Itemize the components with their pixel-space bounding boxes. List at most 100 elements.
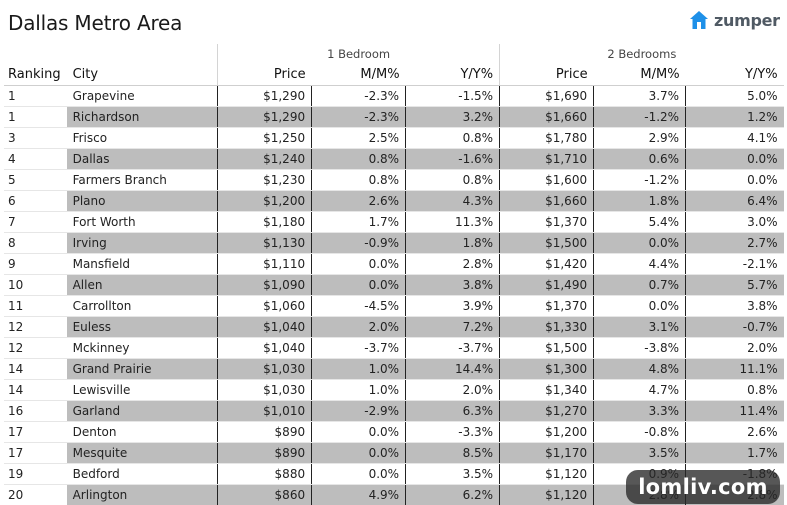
cell-price-2br: $1,330 bbox=[499, 316, 594, 338]
cell-mm-2br: 4.4% bbox=[593, 253, 686, 275]
col-yy-2br[interactable]: Y/Y% bbox=[685, 65, 784, 86]
col-mm-2br[interactable]: M/M% bbox=[593, 65, 686, 86]
table-row[interactable]: 11 Carrollton $1,060 -4.5% 3.9% $1,370 0.0% 3.8… bbox=[4, 295, 784, 317]
cell-ranking: 10 bbox=[4, 274, 67, 296]
cell-yy-2br: 1.7% bbox=[685, 442, 784, 464]
header-spacer bbox=[67, 44, 218, 65]
table-row[interactable]: 9 Mansfield $1,110 0.0% 2.8% $1,420 4.4% -2.1% bbox=[4, 253, 784, 275]
cell-price-1br: $860 bbox=[217, 484, 312, 505]
cell-yy-2br: 11.4% bbox=[685, 400, 784, 422]
cell-mm-1br: 4.9% bbox=[311, 484, 406, 505]
cell-price-2br: $1,300 bbox=[499, 358, 594, 380]
cell-yy-2br: 2.7% bbox=[685, 232, 784, 254]
cell-price-1br: $890 bbox=[217, 421, 312, 443]
cell-price-2br: $1,500 bbox=[499, 232, 594, 254]
cell-price-2br: $1,660 bbox=[499, 106, 594, 128]
cell-mm-1br: -2.9% bbox=[311, 400, 406, 422]
cell-city: Lewisville bbox=[66, 379, 218, 401]
cell-mm-2br: -0.8% bbox=[593, 421, 686, 443]
cell-yy-1br: 2.8% bbox=[405, 253, 500, 275]
cell-mm-1br: 2.6% bbox=[311, 190, 406, 212]
table-row[interactable]: 10 Allen $1,090 0.0% 3.8% $1,490 0.7% 5.7% bbox=[4, 274, 784, 296]
watermark: lomliv.com bbox=[626, 470, 780, 504]
table-row[interactable]: 16 Garland $1,010 -2.9% 6.3% $1,270 3.3% 11.4% bbox=[4, 400, 784, 422]
col-mm-1br[interactable]: M/M% bbox=[311, 65, 406, 86]
cell-price-1br: $1,110 bbox=[217, 253, 312, 275]
cell-mm-1br: 0.0% bbox=[311, 253, 406, 275]
cell-ranking: 9 bbox=[4, 253, 67, 275]
column-header-row: Ranking City Price M/M% Y/Y% Price M/M% … bbox=[4, 65, 784, 86]
table-row[interactable]: 14 Lewisville $1,030 1.0% 2.0% $1,340 4.7% 0.8% bbox=[4, 379, 784, 401]
table-row[interactable]: 1 Richardson $1,290 -2.3% 3.2% $1,660 -1.2% 1.2… bbox=[4, 106, 784, 128]
cell-yy-2br: 1.2% bbox=[685, 106, 784, 128]
cell-ranking: 6 bbox=[4, 190, 67, 212]
cell-yy-1br: 11.3% bbox=[405, 211, 500, 233]
cell-price-2br: $1,170 bbox=[499, 442, 594, 464]
cell-yy-2br: 4.1% bbox=[685, 127, 784, 149]
cell-yy-1br: 2.0% bbox=[405, 379, 500, 401]
cell-city: Mansfield bbox=[66, 253, 218, 275]
table-row[interactable]: 6 Plano $1,200 2.6% 4.3% $1,660 1.8% 6.4% bbox=[4, 190, 784, 212]
cell-mm-1br: 0.8% bbox=[311, 169, 406, 191]
table-row[interactable]: 5 Farmers Branch $1,230 0.8% 0.8% $1,600 -1.2%… bbox=[4, 169, 784, 191]
cell-yy-1br: -1.6% bbox=[405, 148, 500, 170]
zumper-logo[interactable]: zumper bbox=[688, 7, 780, 33]
cell-ranking: 1 bbox=[4, 85, 67, 107]
table-row[interactable]: 17 Denton $890 0.0% -3.3% $1,200 -0.8% 2.6% bbox=[4, 421, 784, 443]
cell-mm-1br: -3.7% bbox=[311, 337, 406, 359]
cell-yy-1br: 4.3% bbox=[405, 190, 500, 212]
cell-price-2br: $1,370 bbox=[499, 295, 594, 317]
cell-city: Irving bbox=[66, 232, 218, 254]
cell-yy-1br: -3.3% bbox=[405, 421, 500, 443]
cell-ranking: 8 bbox=[4, 232, 67, 254]
cell-ranking: 7 bbox=[4, 211, 67, 233]
table-row[interactable]: 3 Frisco $1,250 2.5% 0.8% $1,780 2.9% 4.1% bbox=[4, 127, 784, 149]
cell-yy-2br: 6.4% bbox=[685, 190, 784, 212]
cell-mm-2br: -1.2% bbox=[593, 106, 686, 128]
table-row[interactable]: 1 Grapevine $1,290 -2.3% -1.5% $1,690 3.7% 5.0% bbox=[4, 85, 784, 107]
col-price-2br[interactable]: Price bbox=[499, 65, 594, 86]
table-row[interactable]: 14 Grand Prairie $1,030 1.0% 14.4% $1,300 4.8%… bbox=[4, 358, 784, 380]
col-city[interactable]: City bbox=[66, 65, 218, 86]
cell-price-2br: $1,120 bbox=[499, 484, 594, 505]
cell-ranking: 3 bbox=[4, 127, 67, 149]
cell-price-1br: $1,290 bbox=[217, 106, 312, 128]
cell-mm-2br: 1.8% bbox=[593, 190, 686, 212]
cell-mm-1br: 0.0% bbox=[311, 421, 406, 443]
cell-price-1br: $1,040 bbox=[217, 337, 312, 359]
cell-city: Bedford bbox=[66, 463, 218, 485]
cell-yy-1br: 6.3% bbox=[405, 400, 500, 422]
table-row[interactable]: 12 Euless $1,040 2.0% 7.2% $1,330 3.1% -0.7% bbox=[4, 316, 784, 338]
cell-ranking: 19 bbox=[4, 463, 67, 485]
cell-price-1br: $1,200 bbox=[217, 190, 312, 212]
cell-mm-1br: -2.3% bbox=[311, 85, 406, 107]
cell-mm-1br: 0.0% bbox=[311, 463, 406, 485]
table-row[interactable]: 8 Irving $1,130 -0.9% 1.8% $1,500 0.0% 2.7% bbox=[4, 232, 784, 254]
cell-ranking: 11 bbox=[4, 295, 67, 317]
cell-price-2br: $1,690 bbox=[499, 85, 594, 107]
cell-yy-2br: 3.0% bbox=[685, 211, 784, 233]
col-price-1br[interactable]: Price bbox=[217, 65, 312, 86]
table-row[interactable]: 17 Mesquite $890 0.0% 8.5% $1,170 3.5% 1.7% bbox=[4, 442, 784, 464]
cell-price-1br: $1,240 bbox=[217, 148, 312, 170]
cell-ranking: 12 bbox=[4, 337, 67, 359]
cell-ranking: 4 bbox=[4, 148, 67, 170]
table-row[interactable]: 7 Fort Worth $1,180 1.7% 11.3% $1,370 5.4% 3.0% bbox=[4, 211, 784, 233]
cell-ranking: 14 bbox=[4, 358, 67, 380]
cell-city: Mesquite bbox=[66, 442, 218, 464]
cell-mm-1br: -2.3% bbox=[311, 106, 406, 128]
cell-price-2br: $1,340 bbox=[499, 379, 594, 401]
col-ranking[interactable]: Ranking bbox=[4, 65, 67, 86]
cell-mm-2br: 4.7% bbox=[593, 379, 686, 401]
cell-price-2br: $1,780 bbox=[499, 127, 594, 149]
cell-mm-1br: -4.5% bbox=[311, 295, 406, 317]
table-row[interactable]: 12 Mckinney $1,040 -3.7% -3.7% $1,500 -3.8% 2.0… bbox=[4, 337, 784, 359]
cell-yy-2br: -0.7% bbox=[685, 316, 784, 338]
col-yy-1br[interactable]: Y/Y% bbox=[405, 65, 500, 86]
cell-mm-2br: 3.1% bbox=[593, 316, 686, 338]
table-row[interactable]: 4 Dallas $1,240 0.8% -1.6% $1,710 0.6% 0.0% bbox=[4, 148, 784, 170]
header-spacer bbox=[4, 44, 67, 65]
cell-price-1br: $1,030 bbox=[217, 358, 312, 380]
cell-yy-2br: 5.7% bbox=[685, 274, 784, 296]
